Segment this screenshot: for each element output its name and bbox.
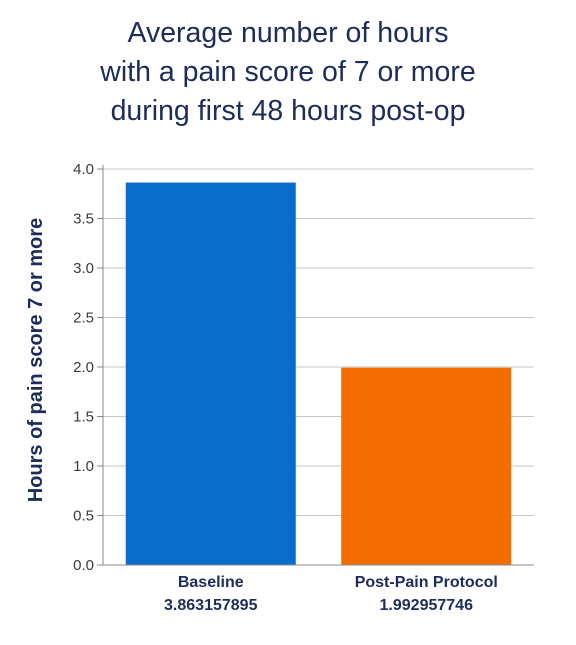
chart-title-line-1: Average number of hours bbox=[127, 17, 449, 49]
bars bbox=[125, 182, 512, 565]
y-tick-label: 4.0 bbox=[73, 161, 94, 178]
y-tick-label: 3.0 bbox=[73, 260, 94, 277]
y-tick-label: 1.5 bbox=[73, 409, 94, 426]
axes: 0.0 0.5 1.0 1.5 2.0 2.5 3.0 3.5 4.0 Baseline 3.863… bbox=[73, 161, 534, 614]
value-label: 3.863157895 bbox=[164, 597, 258, 614]
y-tick-label: 0.0 bbox=[73, 557, 94, 574]
category-label: Baseline bbox=[178, 574, 244, 591]
y-axis-label: Hours of pain score 7 or more bbox=[25, 218, 47, 503]
category-label: Post-Pain Protocol bbox=[355, 574, 498, 591]
y-tick-label: 2.0 bbox=[73, 359, 94, 376]
y-tick-label: 0.5 bbox=[73, 508, 94, 525]
chart-title-line-2: with a pain score of 7 or more bbox=[100, 56, 476, 88]
y-tick-label: 3.5 bbox=[73, 211, 94, 228]
bar-0 bbox=[125, 182, 296, 565]
value-label: 1.992957746 bbox=[380, 597, 474, 614]
bar-1 bbox=[341, 367, 512, 565]
chart-title: Average number of hours with a pain scor… bbox=[0, 14, 576, 131]
y-tick-label: 2.5 bbox=[73, 310, 94, 327]
y-tick-label: 1.0 bbox=[73, 458, 94, 475]
chart-title-line-3: during first 48 hours post-op bbox=[110, 95, 466, 127]
